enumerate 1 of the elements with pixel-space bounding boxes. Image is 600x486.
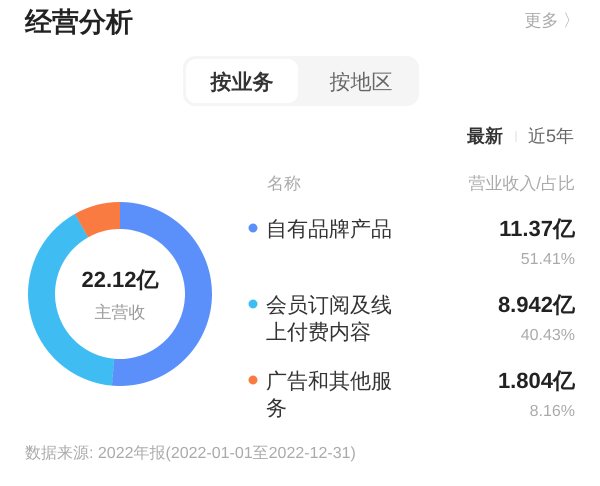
title: 经营分析: [25, 7, 133, 37]
